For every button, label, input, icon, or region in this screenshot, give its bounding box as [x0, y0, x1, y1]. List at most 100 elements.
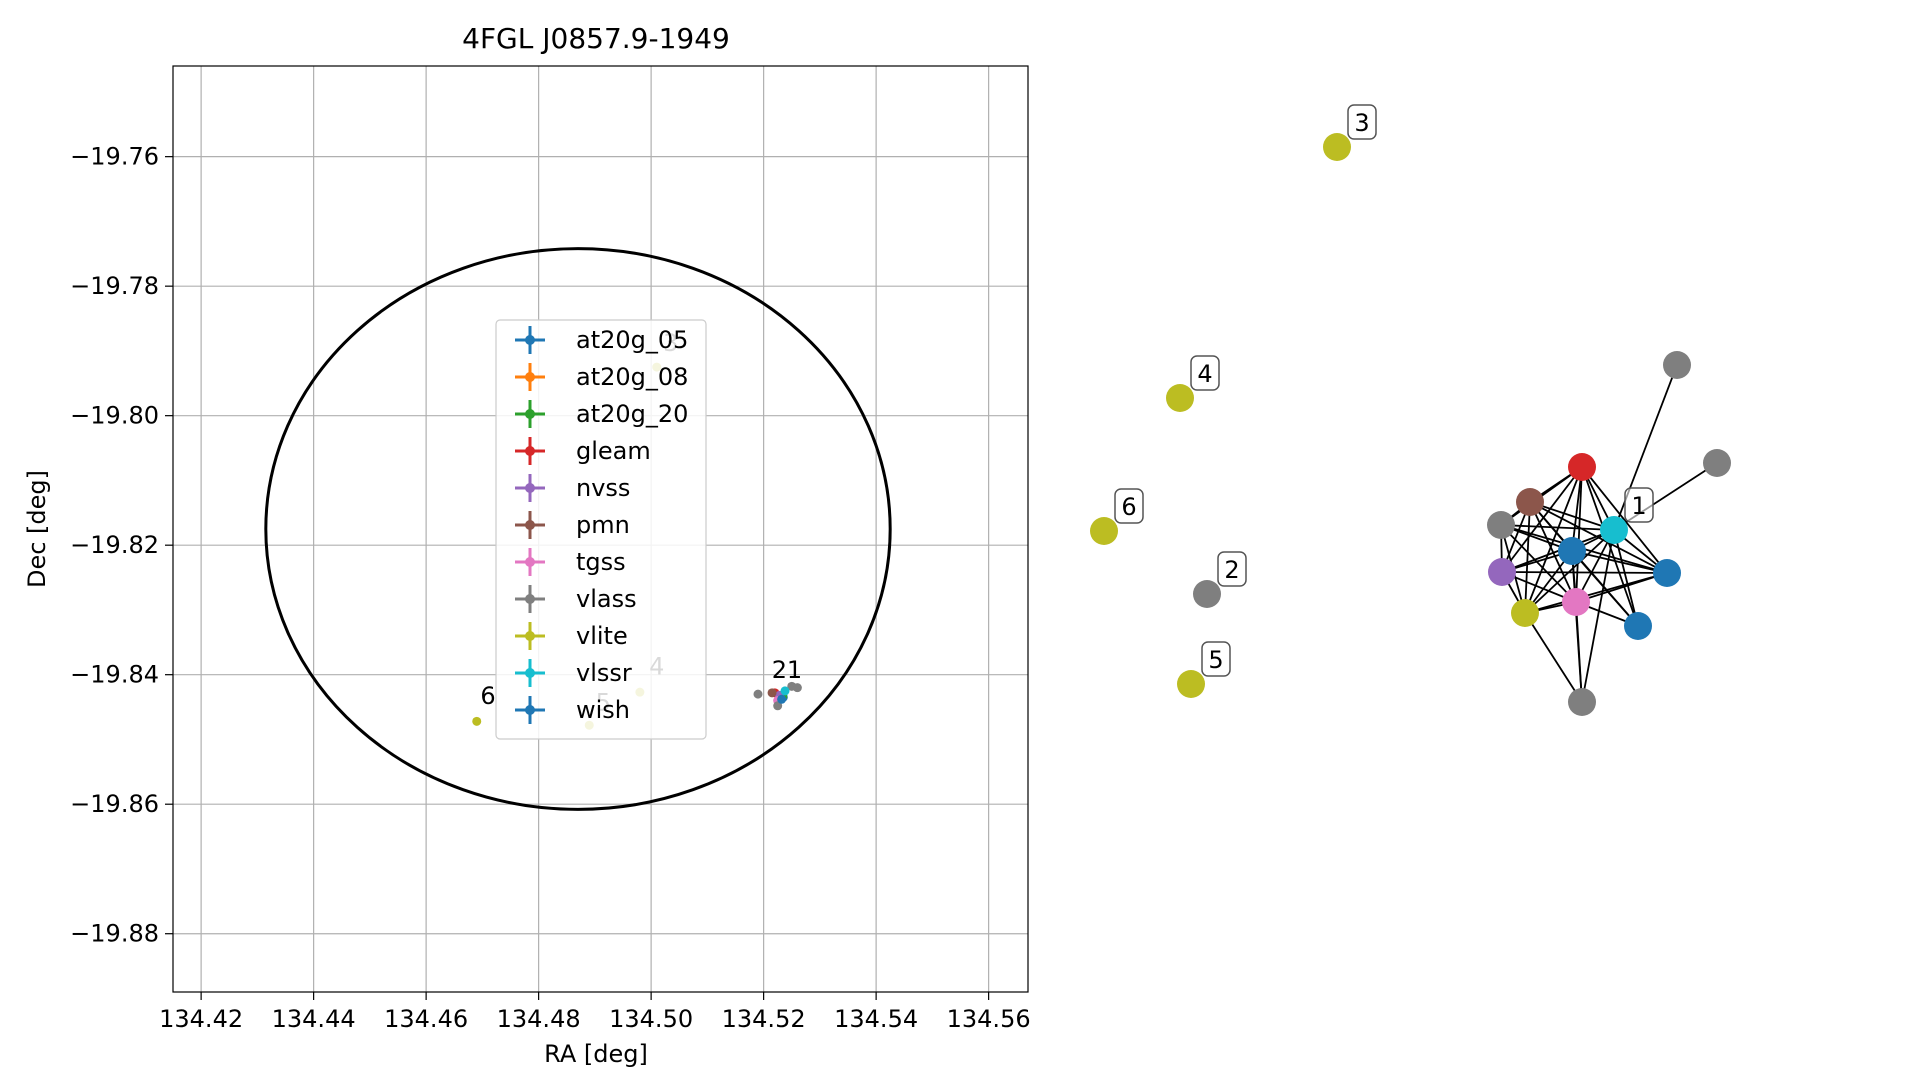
network-edge [1575, 466, 1583, 603]
x-tick-label: 134.50 [609, 1005, 693, 1033]
chart-title: 4FGL J0857.9-1949 [462, 22, 730, 55]
point-label: 6 [480, 682, 495, 710]
network-node [1600, 516, 1628, 544]
legend-item: at20g_08 [515, 363, 688, 391]
network-edge [1524, 612, 1583, 703]
legend-label: pmn [576, 511, 630, 539]
legend-item: at20g_20 [515, 400, 688, 428]
y-tick-label: −19.76 [70, 143, 159, 171]
legend-item: vlite [515, 622, 628, 650]
network-edge [1575, 601, 1583, 703]
scatter-panel: 123456 134.42134.44134.46134.48134.50134… [23, 22, 1031, 1068]
x-tick-label: 134.52 [722, 1005, 806, 1033]
point-vlass [773, 701, 783, 711]
network-node-label: 2 [1224, 556, 1239, 584]
legend-label: vlssr [576, 659, 632, 687]
legend-item: at20g_05 [515, 326, 688, 354]
network-edge [1500, 524, 1577, 603]
network-node-label: 1 [1631, 492, 1646, 520]
network-node-label: 6 [1121, 493, 1136, 521]
legend-item: gleam [515, 437, 651, 465]
legend-label: nvss [576, 474, 630, 502]
network-node [1487, 511, 1515, 539]
legend-label: vlite [576, 622, 628, 650]
network-node-label-box [1190, 355, 1220, 391]
network-node [1653, 559, 1681, 587]
uncertainty-ellipse-layer [264, 247, 892, 811]
network-edge [1529, 501, 1615, 531]
legend-marker-dot [525, 483, 535, 493]
legend-marker-dot [525, 335, 535, 345]
legend-marker-dot [525, 520, 535, 530]
network-node-label: 4 [1197, 360, 1212, 388]
network-edge [1524, 529, 1615, 614]
network-node [1488, 558, 1516, 586]
network-nodes [1090, 133, 1731, 716]
legend-item: pmn [515, 511, 630, 539]
legend-marker-dot [525, 668, 535, 678]
network-edge [1524, 572, 1668, 614]
network-node [1166, 384, 1194, 412]
network-node-label-box [1114, 488, 1144, 524]
legend-label: at20g_05 [576, 326, 688, 354]
network-edge [1529, 501, 1668, 574]
network-node-label-box [1217, 551, 1247, 587]
legend-box [495, 319, 707, 740]
y-tick-label: −19.86 [70, 790, 159, 818]
point-vlssr [780, 686, 790, 696]
legend-item: wish [515, 696, 630, 724]
legend-label: at20g_20 [576, 400, 688, 428]
legend-item: tgss [515, 548, 626, 576]
network-node [1558, 537, 1586, 565]
x-axis-label: RA [deg] [544, 1040, 648, 1068]
network-node-labels: 3 4 6 2 5 1 [1114, 104, 1654, 677]
y-tick-label: −19.82 [70, 531, 159, 559]
network-node [1090, 517, 1118, 545]
x-tick-label: 134.48 [497, 1005, 581, 1033]
legend-marker-dot [525, 446, 535, 456]
y-tick-label: −19.80 [70, 402, 159, 430]
legend-item: vlssr [515, 659, 632, 687]
point-wish [777, 694, 787, 704]
legend-marker-dot [525, 631, 535, 641]
legend-item: nvss [515, 474, 630, 502]
legend-label: tgss [576, 548, 626, 576]
network-edge [1581, 466, 1639, 627]
network-node [1193, 580, 1221, 608]
legend-marker-dot [525, 705, 535, 715]
y-tick-label: −19.88 [70, 920, 159, 948]
y-axis-ticks: −19.76 −19.78 −19.80 −19.82 −19.84 −19.86 −19.… [70, 143, 173, 948]
network-node-label-box [1347, 104, 1377, 140]
network-node-label: 3 [1354, 109, 1369, 137]
legend-marker-dot [525, 594, 535, 604]
network-node [1703, 449, 1731, 477]
point-vlass [792, 683, 802, 693]
point-label: 1 [787, 656, 802, 684]
point-label: 2 [772, 656, 787, 684]
network-node [1568, 453, 1596, 481]
axes-frame [172, 65, 1029, 993]
network-edge [1524, 501, 1531, 614]
uncertainty-ellipse [264, 247, 892, 811]
y-tick-label: −19.84 [70, 661, 159, 689]
x-tick-label: 134.56 [947, 1005, 1031, 1033]
network-node [1663, 351, 1691, 379]
network-edge [1501, 571, 1668, 574]
network-node [1562, 588, 1590, 616]
legend-label: at20g_08 [576, 363, 688, 391]
legend-marker-dot [525, 409, 535, 419]
legend-label: wish [576, 696, 630, 724]
network-panel: 3 4 6 2 5 1 [1090, 104, 1731, 716]
point-pmn [767, 688, 777, 698]
point-vlass [753, 689, 763, 699]
legend-label: vlass [576, 585, 637, 613]
network-edge [1529, 501, 1577, 603]
network-edge [1529, 501, 1639, 627]
network-node [1624, 612, 1652, 640]
legend-item: vlass [515, 585, 637, 613]
legend-marker-dot [525, 557, 535, 567]
y-axis-label: Dec [deg] [23, 470, 51, 588]
x-tick-label: 134.54 [834, 1005, 918, 1033]
